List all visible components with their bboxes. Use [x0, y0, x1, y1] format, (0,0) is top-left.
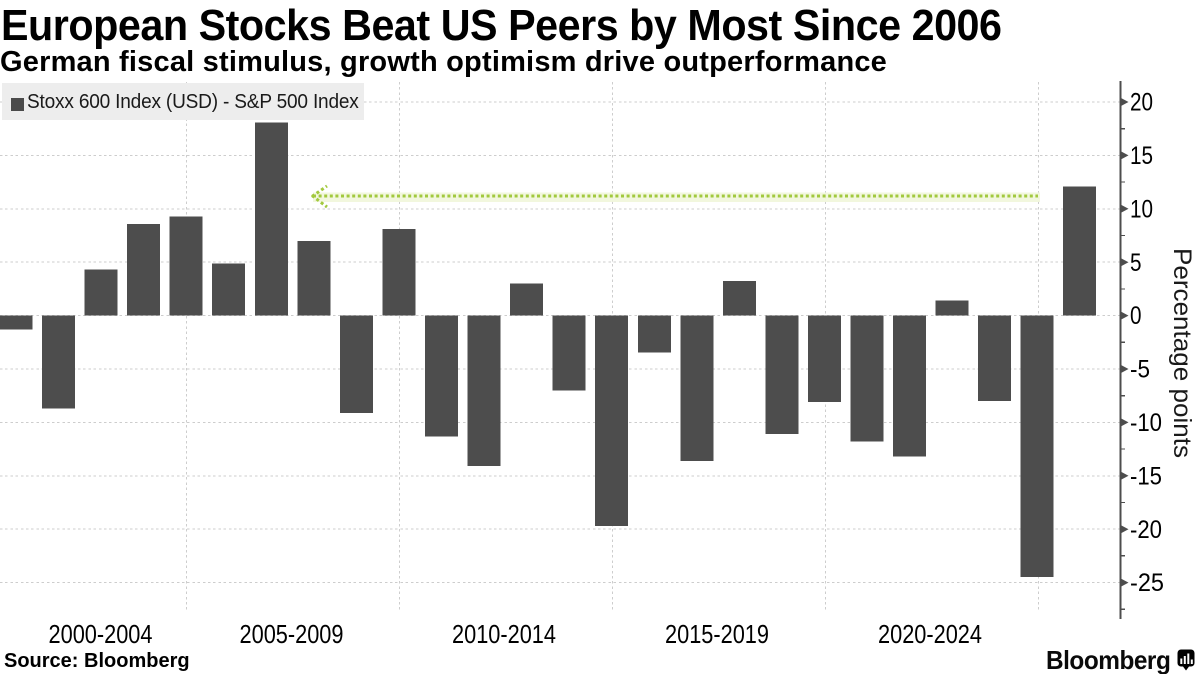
svg-text:2010-2014: 2010-2014 [452, 621, 556, 649]
svg-text:5: 5 [1130, 249, 1142, 277]
svg-text:-15: -15 [1130, 462, 1162, 490]
svg-text:10: 10 [1130, 195, 1153, 223]
svg-text:2000-2004: 2000-2004 [49, 621, 153, 649]
svg-text:0: 0 [1130, 302, 1142, 330]
svg-text:20: 20 [1130, 89, 1153, 117]
svg-text:-20: -20 [1130, 516, 1162, 544]
svg-text:2020-2024: 2020-2024 [878, 621, 982, 649]
svg-text:15: 15 [1130, 142, 1153, 170]
svg-text:-5: -5 [1130, 356, 1150, 384]
svg-text:-25: -25 [1130, 569, 1164, 597]
svg-text:Percentage points: Percentage points [1168, 248, 1196, 458]
svg-text:-10: -10 [1130, 409, 1162, 437]
svg-text:2015-2019: 2015-2019 [665, 621, 769, 649]
svg-text:2005-2009: 2005-2009 [240, 621, 344, 649]
